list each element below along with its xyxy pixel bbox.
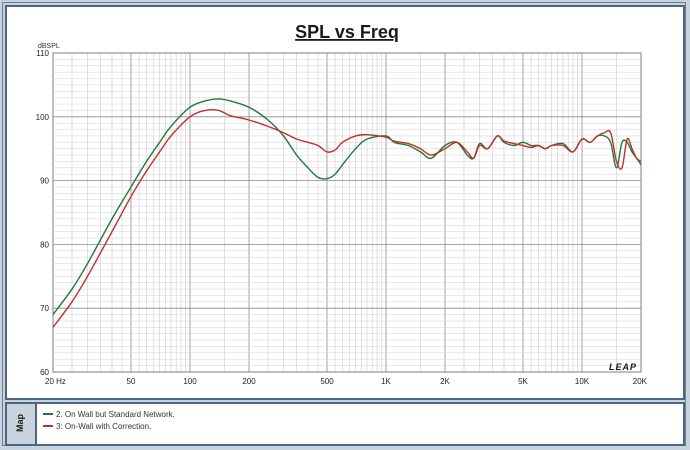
- y-tick-label: 110: [36, 49, 49, 58]
- y-tick-label: 70: [40, 304, 49, 313]
- x-tick-label: 20K: [633, 377, 648, 386]
- legend-swatch-series-3: [43, 425, 53, 427]
- map-tab[interactable]: Map: [7, 404, 37, 444]
- y-axis-unit-label: dBSPL: [38, 43, 60, 50]
- grid-layer: [52, 52, 642, 373]
- x-tick-label: 20 Hz: [45, 377, 66, 386]
- x-tick-label: 1K: [381, 377, 391, 386]
- legend-item-series-2: 2. On Wall but Standard Network.: [43, 409, 175, 419]
- y-tick-label: 90: [40, 177, 49, 186]
- legend-item-series-3: 3: On-Wall with Correction.: [43, 421, 151, 431]
- x-tick-label: 10K: [575, 377, 590, 386]
- y-tick-label: 100: [36, 113, 50, 122]
- spl-frequency-chart: SPL vs Freq dBSPL 60 70 80 90 100 110 20 Hz 50…: [36, 22, 648, 386]
- legend-label-series-2: 2. On Wall but Standard Network.: [56, 409, 175, 419]
- series-layer: [52, 98, 642, 328]
- chart-title: SPL vs Freq: [295, 22, 399, 42]
- leap-watermark: LEAP: [609, 362, 637, 372]
- x-tick-label: 500: [320, 377, 334, 386]
- y-tick-label: 60: [40, 368, 49, 377]
- x-tick-label: 100: [183, 377, 197, 386]
- y-tick-labels: 60 70 80 90 100 110: [36, 49, 50, 377]
- chart-panel: SPL vs Freq dBSPL 60 70 80 90 100 110 20 Hz 50…: [5, 5, 685, 400]
- series-line-3: [52, 109, 642, 328]
- legend-label-series-3: 3: On-Wall with Correction.: [56, 421, 152, 431]
- x-tick-label: 2K: [440, 377, 450, 386]
- y-tick-label: 80: [40, 240, 49, 249]
- legend-panel: Map 2. On Wall but Standard Network. 3: …: [5, 402, 685, 446]
- legend-swatch-series-2: [43, 413, 53, 415]
- x-tick-label: 5K: [518, 377, 528, 386]
- map-tab-label: Map: [15, 414, 25, 432]
- x-tick-label: 50: [127, 377, 136, 386]
- x-tick-label: 200: [242, 377, 256, 386]
- x-tick-labels: 20 Hz 50 100 200 500 1K 2K 5K 10K 20K: [45, 377, 648, 386]
